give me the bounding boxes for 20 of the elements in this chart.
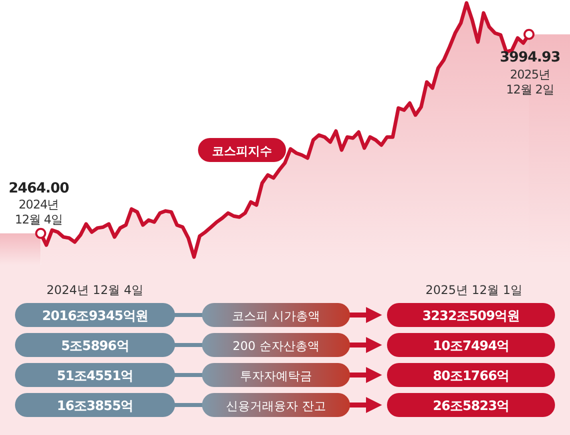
series-label: 코스피지수 — [212, 144, 272, 158]
annotation: 16조3855억 — [56, 399, 134, 414]
annotation: 2016조9345억원 — [42, 309, 148, 324]
data-label: 2464.00 — [8, 180, 70, 196]
annotation: 3232조509억원 — [422, 309, 520, 324]
data-label: 3994.93 — [500, 49, 560, 66]
annotation: 2024년 12월 4일 — [46, 283, 144, 297]
annotation: 2025년 12월 1일 — [425, 283, 523, 297]
annotation: 2025년 12월 2일 — [506, 67, 554, 96]
annotation: 코스피 시가총액 — [232, 309, 320, 323]
annotation: 2024년 12월 4일 — [14, 197, 63, 226]
annotation: 10조7494억 — [432, 339, 510, 354]
annotation: 200 순자산총액 — [232, 339, 320, 353]
legend: 코스피지수 — [198, 138, 286, 162]
annotation: 80조1766억 — [432, 369, 510, 384]
annotation: 5조5896억 — [61, 339, 129, 354]
annotation: 51조4551억 — [56, 369, 134, 384]
annotation: 26조5823억 — [432, 399, 510, 414]
annotation: 신용거래융자 잔고 — [226, 399, 326, 413]
annotation: 투자자예탁금 — [240, 369, 312, 383]
